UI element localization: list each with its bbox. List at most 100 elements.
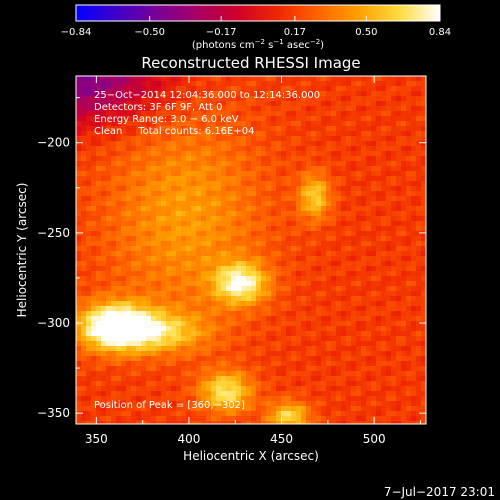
- heatmap-pixel: [411, 201, 417, 207]
- heatmap-pixel: [126, 176, 132, 182]
- heatmap-pixel: [216, 396, 222, 402]
- heatmap-pixel: [101, 226, 107, 232]
- heatmap-pixel: [206, 116, 212, 122]
- heatmap-pixel: [151, 76, 157, 82]
- heatmap-pixel: [341, 241, 347, 247]
- heatmap-pixel: [206, 256, 212, 262]
- heatmap-pixel: [276, 256, 282, 262]
- heatmap-pixel: [226, 116, 232, 122]
- heatmap-pixel: [346, 356, 352, 362]
- heatmap-pixel: [406, 376, 412, 382]
- heatmap-pixel: [406, 366, 412, 372]
- heatmap-pixel: [391, 211, 397, 217]
- heatmap-pixel: [121, 271, 127, 277]
- heatmap-pixel: [396, 91, 402, 97]
- heatmap-pixel: [201, 216, 207, 222]
- y-tick-label: −350: [37, 406, 70, 420]
- heatmap-pixel: [376, 381, 382, 387]
- heatmap-pixel: [301, 301, 307, 307]
- colorbar: −0.84 −0.50 −0.17 0.17 0.50 0.84 (photons cm−…: [61, 4, 451, 51]
- heatmap-pixel: [306, 161, 312, 167]
- heatmap-pixel: [411, 351, 417, 357]
- heatmap-pixel: [286, 296, 292, 302]
- heatmap-pixel: [401, 401, 407, 407]
- heatmap-pixel: [111, 111, 117, 117]
- heatmap-pixel: [201, 206, 207, 212]
- heatmap-pixel: [336, 126, 342, 132]
- heatmap-pixel: [121, 201, 127, 207]
- heatmap-pixel: [296, 261, 302, 267]
- heatmap-pixel: [126, 281, 132, 287]
- heatmap-pixel: [276, 351, 282, 357]
- heatmap-pixel: [231, 116, 237, 122]
- heatmap-pixel: [406, 101, 412, 107]
- heatmap-pixel: [301, 241, 307, 247]
- heatmap-pixel: [116, 326, 122, 332]
- heatmap-pixel: [136, 246, 142, 252]
- heatmap-pixel: [331, 376, 337, 382]
- heatmap-pixel: [356, 196, 362, 202]
- heatmap-pixel: [306, 416, 312, 422]
- footer-date: 7−Jul−2017 23:01: [384, 485, 495, 499]
- heatmap-pixel: [196, 86, 202, 92]
- heatmap-pixel: [331, 316, 337, 322]
- heatmap-pixel: [151, 351, 157, 357]
- heatmap-pixel: [331, 211, 337, 217]
- heatmap-pixel: [291, 411, 297, 417]
- heatmap-pixel: [136, 346, 142, 352]
- heatmap-pixel: [346, 331, 352, 337]
- heatmap-pixel: [126, 236, 132, 242]
- heatmap-pixel: [366, 226, 372, 232]
- heatmap-pixel: [216, 306, 222, 312]
- heatmap-pixel: [381, 141, 387, 147]
- heatmap-pixel: [376, 161, 382, 167]
- heatmap-pixel: [341, 401, 347, 407]
- heatmap-pixel: [161, 231, 167, 237]
- heatmap-pixel: [416, 306, 422, 312]
- heatmap-pixel: [181, 291, 187, 297]
- heatmap-pixel: [161, 341, 167, 347]
- heatmap-pixel: [366, 91, 372, 97]
- heatmap-pixel: [91, 406, 97, 412]
- heatmap-pixel: [326, 121, 332, 127]
- heatmap-pixel: [421, 376, 426, 382]
- heatmap-pixel: [386, 276, 392, 282]
- heatmap-pixel: [291, 341, 297, 347]
- heatmap-pixel: [361, 136, 367, 142]
- heatmap-pixel: [86, 326, 92, 332]
- heatmap-pixel: [276, 316, 282, 322]
- heatmap-pixel: [96, 316, 102, 322]
- heatmap-pixel: [386, 106, 392, 112]
- heatmap-pixel: [411, 236, 417, 242]
- heatmap-pixel: [101, 401, 107, 407]
- heatmap-pixel: [276, 211, 282, 217]
- heatmap-pixel: [331, 271, 337, 277]
- heatmap-pixel: [261, 346, 267, 352]
- heatmap-pixel: [296, 191, 302, 197]
- heatmap-pixel: [226, 201, 232, 207]
- heatmap-pixel: [331, 121, 337, 127]
- heatmap-pixel: [136, 156, 142, 162]
- heatmap-pixel: [386, 131, 392, 137]
- heatmap-pixel: [76, 186, 82, 192]
- heatmap-pixel: [101, 206, 107, 212]
- heatmap-pixel: [191, 111, 197, 117]
- heatmap-pixel: [241, 231, 247, 237]
- heatmap-pixel: [181, 421, 187, 424]
- heatmap-pixel: [96, 111, 102, 117]
- heatmap-pixel: [186, 336, 192, 342]
- heatmap-pixel: [176, 91, 182, 97]
- heatmap-pixel: [321, 276, 327, 282]
- heatmap-pixel: [116, 301, 122, 307]
- heatmap-pixel: [416, 341, 422, 347]
- heatmap-pixel: [266, 296, 272, 302]
- heatmap-pixel: [131, 76, 137, 82]
- heatmap-pixel: [281, 356, 287, 362]
- heatmap-pixel: [116, 311, 122, 317]
- heatmap-pixel: [356, 261, 362, 267]
- heatmap-pixel: [276, 131, 282, 137]
- heatmap-pixel: [111, 241, 117, 247]
- heatmap-pixel: [276, 421, 282, 424]
- heatmap-pixel: [161, 146, 167, 152]
- heatmap-pixel: [391, 106, 397, 112]
